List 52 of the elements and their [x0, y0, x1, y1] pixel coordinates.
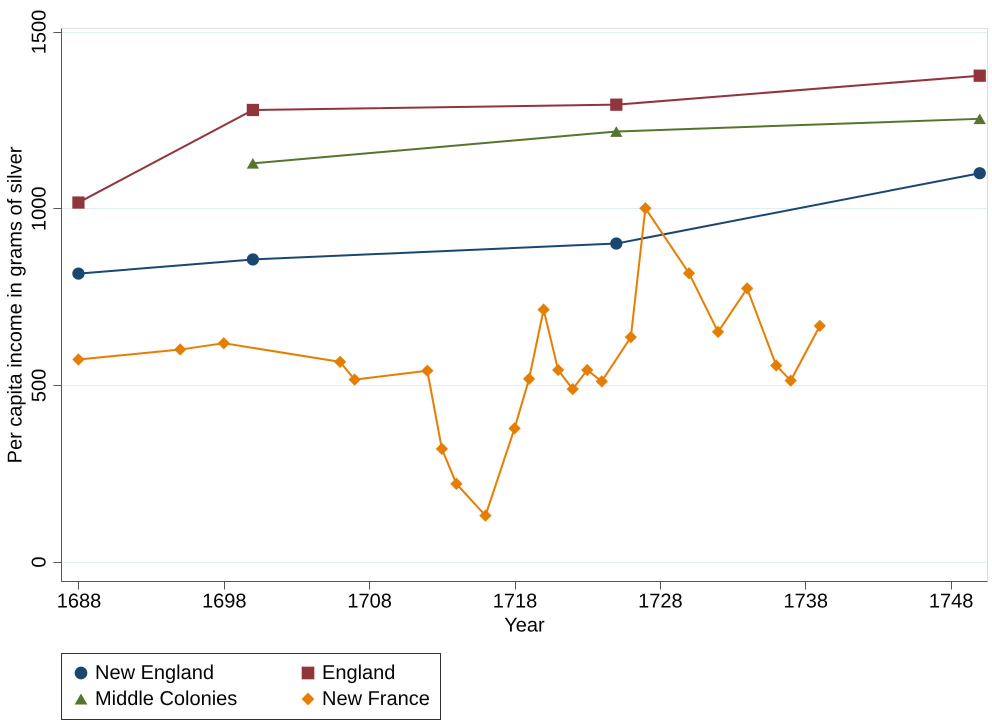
- point: [974, 114, 986, 124]
- x-tick-label: 1738: [784, 590, 828, 612]
- point: [246, 104, 260, 116]
- legend-label: Middle Colonies: [95, 688, 238, 710]
- legend-label: England: [322, 662, 396, 684]
- point: [682, 267, 696, 280]
- legend-label: New England: [95, 662, 214, 684]
- x-axis-title: Year: [504, 614, 546, 636]
- point: [421, 364, 434, 377]
- point: [610, 98, 622, 111]
- point: [974, 167, 986, 180]
- point: [581, 364, 594, 376]
- point: [508, 422, 521, 434]
- point: [72, 267, 85, 280]
- y-tick-label: 500: [28, 368, 50, 402]
- point: [174, 343, 186, 356]
- y-tick-label: 0: [28, 556, 50, 568]
- point: [348, 373, 361, 386]
- point: [436, 442, 448, 455]
- point: [246, 253, 260, 266]
- point: [596, 375, 608, 388]
- point: [218, 337, 230, 350]
- x-tick-label: 1698: [202, 590, 247, 612]
- point: [72, 353, 85, 366]
- x-tick-label: 1748: [928, 590, 974, 612]
- point: [610, 237, 622, 250]
- y-axis-title: Per capita income in grams of silver: [4, 146, 26, 464]
- point: [72, 196, 85, 209]
- legend-label: New France: [322, 688, 430, 710]
- point: [784, 374, 797, 387]
- point: [974, 70, 986, 82]
- point: [639, 202, 652, 214]
- y-tick-label: 1000: [28, 186, 50, 231]
- point: [334, 356, 346, 368]
- y-tick-label: 1500: [28, 10, 50, 54]
- point: [450, 478, 463, 490]
- point: [741, 282, 754, 295]
- point: [566, 383, 579, 396]
- point: [770, 359, 782, 372]
- x-tick-label: 1708: [347, 590, 392, 612]
- x-tick-label: 1728: [638, 590, 683, 612]
- point: [814, 320, 826, 332]
- point: [712, 326, 724, 338]
- point: [610, 126, 622, 137]
- point: [552, 364, 564, 376]
- x-tick-label: 1688: [56, 590, 102, 612]
- point: [246, 158, 260, 169]
- point: [624, 331, 637, 344]
- point: [538, 304, 550, 316]
- x-tick-label: 1718: [492, 590, 538, 612]
- point: [522, 372, 536, 386]
- point: [479, 510, 492, 522]
